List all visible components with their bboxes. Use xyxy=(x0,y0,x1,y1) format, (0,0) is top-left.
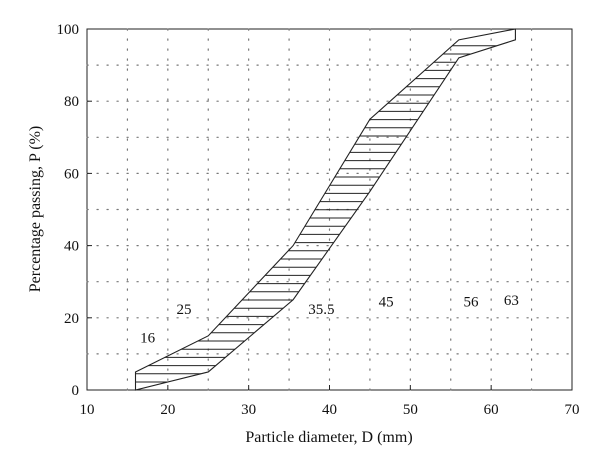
sieve-size-labels: 16 25 35.5 45 56 63 xyxy=(140,293,519,347)
y-tick-label: 0 xyxy=(72,383,80,399)
sieve-size-label: 16 xyxy=(140,331,156,347)
x-tick-label: 40 xyxy=(322,402,337,418)
x-tick-label: 30 xyxy=(241,402,256,418)
sieve-size-label: 45 xyxy=(379,295,394,311)
y-tick-label: 80 xyxy=(64,94,79,110)
x-axis-title: Particle diameter, D (mm) xyxy=(245,429,412,446)
x-tick-label: 20 xyxy=(160,402,175,418)
y-tick-label: 40 xyxy=(64,239,79,255)
grid-lines xyxy=(86,28,573,391)
x-tick-label: 70 xyxy=(565,402,580,418)
gradation-band xyxy=(134,28,516,391)
sieve-size-label: 63 xyxy=(504,293,519,309)
y-tick-label: 100 xyxy=(57,22,80,38)
axis-ticks: 10 20 30 40 50 60 70 0 20 40 60 80 100 xyxy=(57,22,580,418)
x-tick-label: 50 xyxy=(403,402,418,418)
sieve-size-label: 56 xyxy=(463,295,479,311)
sieve-size-label: 35.5 xyxy=(308,302,334,318)
hatch-lines xyxy=(135,45,497,383)
y-tick-label: 60 xyxy=(64,166,79,182)
y-tick-label: 20 xyxy=(64,311,79,327)
band-outline xyxy=(134,28,516,391)
y-axis-title: Percentage passing, P (%) xyxy=(27,126,44,292)
sieve-size-label: 25 xyxy=(177,302,192,318)
x-tick-label: 10 xyxy=(80,402,95,418)
x-tick-label: 60 xyxy=(484,402,499,418)
